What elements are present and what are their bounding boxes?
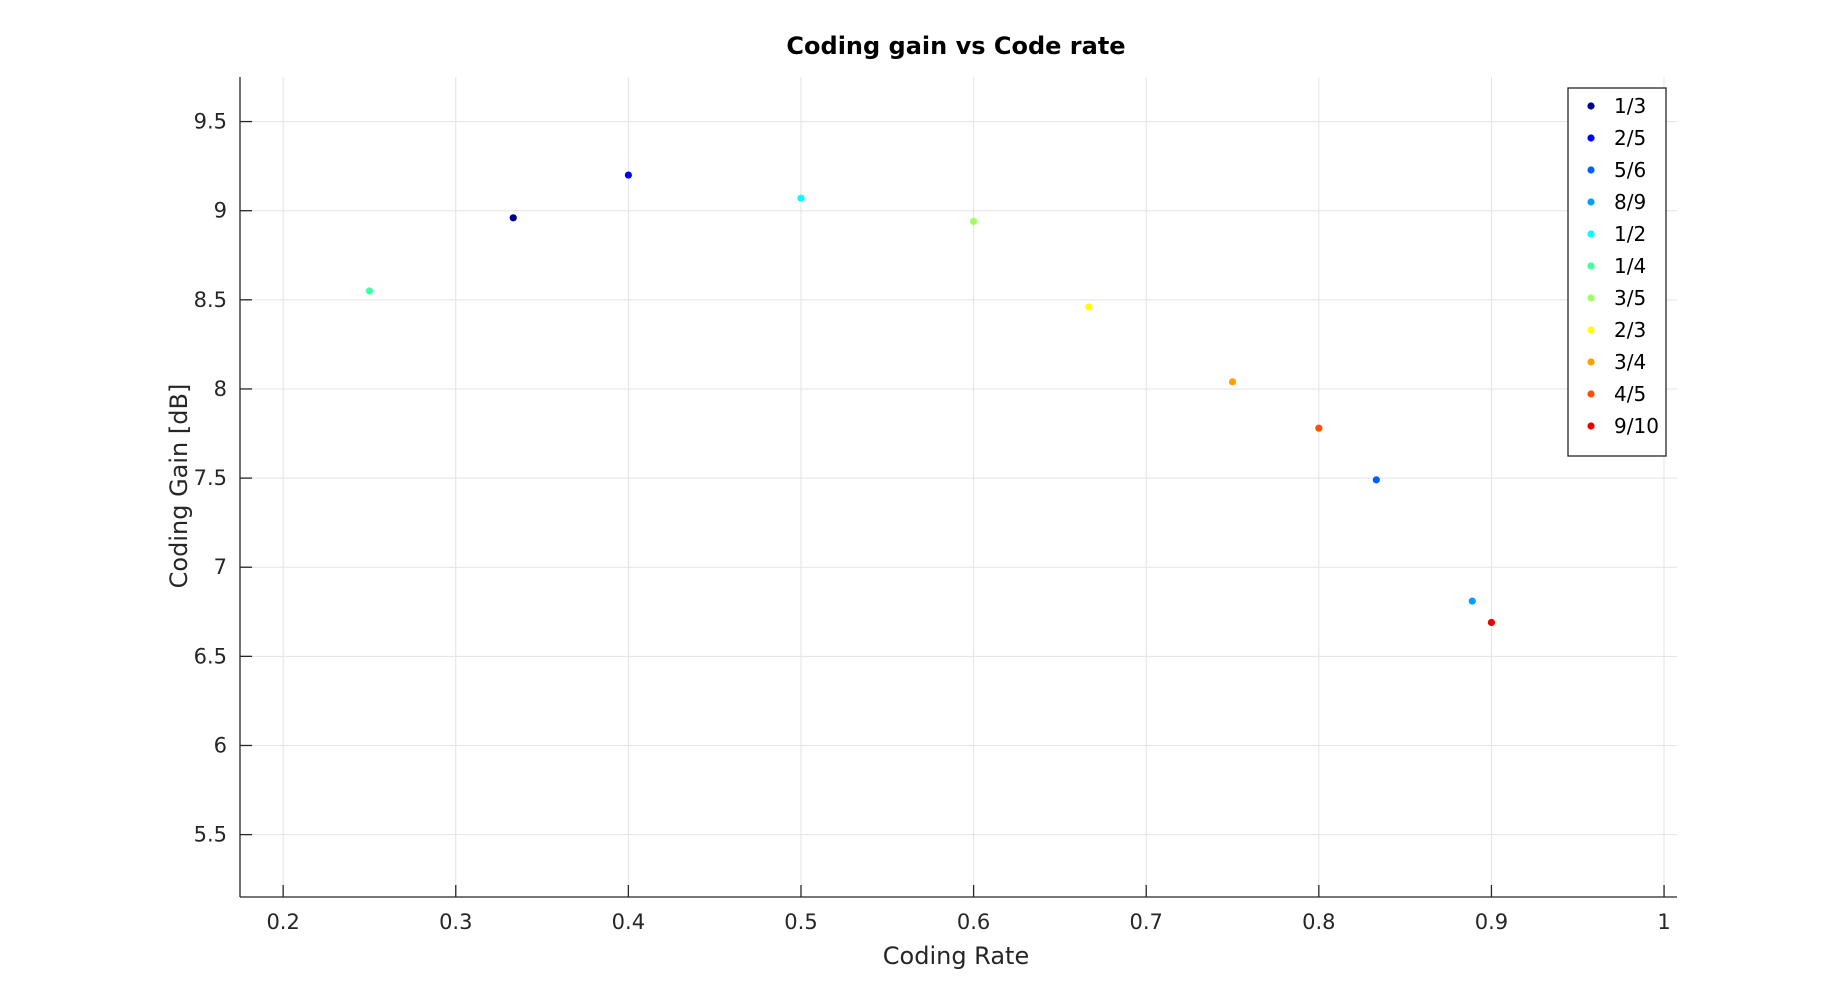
- legend-entry: 1/2: [1614, 222, 1646, 246]
- legend-entry: 1/3: [1614, 94, 1646, 118]
- legend: 1/3 2/5 5/6 8/9 1/2 1/4 3/5 2/3 3/4 4/5 9/10: [1567, 87, 1667, 457]
- y-tick-label: 8.5: [194, 288, 227, 312]
- data-point: [970, 217, 978, 225]
- x-tick-label: 0.7: [1130, 910, 1163, 934]
- chart-title: Coding gain vs Code rate: [786, 32, 1125, 60]
- data-point: [624, 171, 632, 179]
- data-point: [1315, 424, 1323, 432]
- data-point: [1487, 618, 1496, 627]
- legend-entry: 4/5: [1614, 382, 1646, 406]
- legend-entry: 8/9: [1614, 190, 1646, 214]
- legend-marker: [1587, 198, 1595, 206]
- y-tick-label: 8: [214, 377, 227, 401]
- x-tick-label: 0.6: [957, 910, 990, 934]
- data-point: [1372, 476, 1380, 484]
- legend-marker: [1587, 390, 1595, 398]
- y-tick-label: 5.5: [194, 823, 227, 847]
- legend-marker: [1587, 262, 1595, 270]
- legend-marker: [1587, 358, 1595, 366]
- legend-entry: 9/10: [1614, 414, 1659, 438]
- x-tick-label: 0.2: [266, 910, 299, 934]
- x-tick-label: 0.9: [1475, 910, 1508, 934]
- axes-background: [240, 77, 1677, 897]
- legend-entry: 2/3: [1614, 318, 1646, 342]
- x-axis-label: Coding Rate: [883, 942, 1029, 970]
- y-tick-label: 9: [214, 199, 227, 223]
- legend-entry: 5/6: [1614, 158, 1646, 182]
- y-tick-label: 6: [214, 733, 227, 757]
- legend-marker: [1587, 326, 1595, 334]
- legend-entry: 3/5: [1614, 286, 1646, 310]
- legend-marker: [1587, 294, 1595, 302]
- x-tick-label: 0.4: [612, 910, 645, 934]
- y-tick-label: 9.5: [194, 110, 227, 134]
- y-axis-label: Coding Gain [dB]: [165, 384, 193, 589]
- legend-box: [1567, 87, 1667, 457]
- data-point: [365, 287, 374, 295]
- legend-marker: [1587, 134, 1595, 142]
- legend-entry: 2/5: [1614, 126, 1646, 150]
- data-point: [1468, 597, 1476, 605]
- x-tick-label: 1: [1657, 910, 1670, 934]
- legend-marker: [1587, 422, 1595, 430]
- y-tick-label: 7.5: [194, 466, 227, 490]
- x-tick-label: 0.8: [1302, 910, 1335, 934]
- legend-entry: 1/4: [1614, 254, 1646, 278]
- data-point: [1085, 303, 1093, 311]
- x-tick-label: 0.3: [439, 910, 472, 934]
- y-tick-label: 7: [214, 555, 227, 579]
- data-point: [1228, 378, 1237, 386]
- legend-entry: 3/4: [1614, 350, 1646, 374]
- legend-marker: [1587, 102, 1595, 110]
- legend-marker: [1587, 166, 1595, 174]
- data-point: [797, 194, 805, 202]
- y-tick-label: 6.5: [194, 644, 227, 668]
- x-tick-label: 0.5: [784, 910, 817, 934]
- legend-marker: [1587, 230, 1595, 238]
- plot-area: 0.2 0.3 0.4 0.5 0.6 0.7 0.8 0.9 1 5.5 6 6.5 7 7.5 8 8.5…: [194, 77, 1677, 934]
- data-point: [509, 214, 517, 222]
